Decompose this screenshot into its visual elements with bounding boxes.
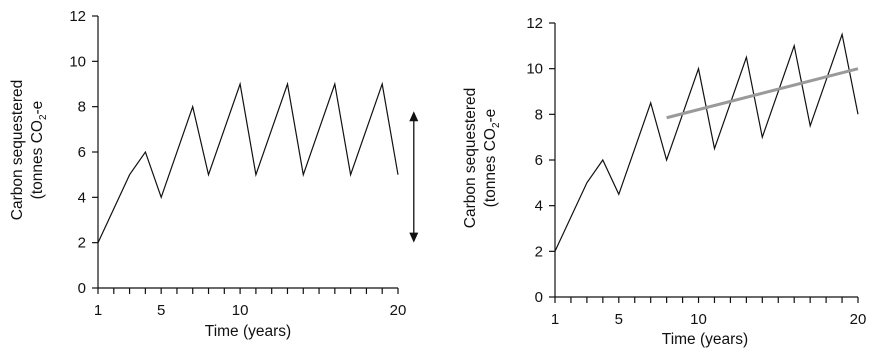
y-tick-label: 12 — [69, 8, 86, 25]
x-tick-label: 5 — [157, 302, 165, 319]
y-tick-label: 6 — [535, 152, 543, 169]
trend-line — [666, 67, 859, 120]
x-axis-title: Time (years) — [205, 323, 291, 340]
range-arrow-head-down — [409, 232, 419, 243]
x-tick-label: 1 — [551, 311, 559, 328]
x-tick-label: 20 — [850, 311, 867, 328]
x-tick-label: 5 — [615, 311, 623, 328]
y-tick-label: 4 — [535, 198, 543, 215]
y-axis-title: Carbon sequestered (tonnes CO2-e — [9, 80, 49, 220]
x-tick-label: 10 — [690, 311, 707, 328]
y-axis-title: Carbon sequestered (tonnes CO2-e — [462, 88, 502, 228]
y-tick-label: 0 — [78, 280, 86, 297]
x-tick-label: 20 — [390, 302, 407, 319]
y-axis-title-line2: (tonnes CO2-e — [482, 109, 502, 208]
chart-right: Carbon sequestered (tonnes CO2-e Time (y… — [462, 15, 866, 348]
y-tick-label: 8 — [535, 106, 543, 123]
y-tick-label: 4 — [78, 189, 86, 206]
y-axis-title-line2: (tonnes CO2-e — [29, 101, 49, 200]
x-tick-label: 10 — [232, 302, 249, 319]
y-axis-title-line1: Carbon sequestered — [9, 80, 26, 220]
y-tick-label: 2 — [78, 235, 86, 252]
y-tick-label: 0 — [535, 289, 543, 306]
x-tick-label: 1 — [94, 302, 102, 319]
range-arrow-head-up — [409, 111, 419, 122]
series-line — [554, 32, 859, 252]
y-tick-label: 2 — [535, 243, 543, 260]
y-tick-label: 10 — [526, 61, 543, 78]
y-tick-label: 8 — [78, 99, 86, 116]
y-axis-title-line1: Carbon sequestered — [462, 88, 479, 228]
series-line — [97, 81, 399, 243]
x-axis-title: Time (years) — [662, 331, 748, 348]
chart-left: Carbon sequestered (tonnes CO2-e Time (y… — [9, 8, 419, 340]
y-tick-label: 12 — [526, 15, 543, 32]
y-tick-label: 10 — [69, 53, 86, 70]
y-tick-label: 6 — [78, 144, 86, 161]
